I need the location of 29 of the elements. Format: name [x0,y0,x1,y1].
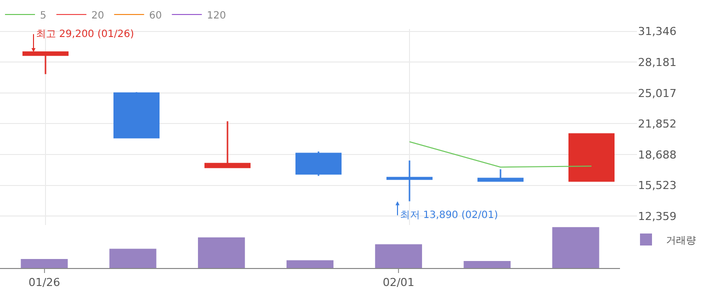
bar [109,248,156,268]
y-tick-label: 18,688 [638,148,676,162]
candlestick [568,133,615,182]
legend-label: 5 [40,10,46,22]
annotation: 최고 29,200 (01/26) [36,29,134,40]
legend-label: 거래량 [666,235,696,246]
candlestick [386,160,433,202]
x-tick-label: 02/01 [382,276,414,289]
bar [198,237,245,268]
bar [20,259,68,268]
candlestick [204,120,251,168]
y-tick-label: 21,852 [638,118,676,131]
y-tick-label: 15,523 [638,179,676,192]
y-tick-label: 31,346 [638,25,676,38]
bar [375,244,422,268]
legend-label: 20 [91,10,104,22]
legend-label: 120 [206,10,226,22]
y-tick-label: 28,181 [638,56,676,69]
bar [464,261,511,268]
candlestick [295,150,342,177]
annotation: 최저 13,890 (02/01) [400,210,498,221]
y-tick-label: 25,017 [638,86,676,100]
bar [286,260,334,268]
y-tick-label: 12,359 [638,210,676,223]
candlestick [113,91,160,138]
bar [552,227,600,268]
legend-label: 60 [149,10,162,22]
x-tick-label: 01/26 [28,276,60,289]
candlestick [22,51,69,75]
